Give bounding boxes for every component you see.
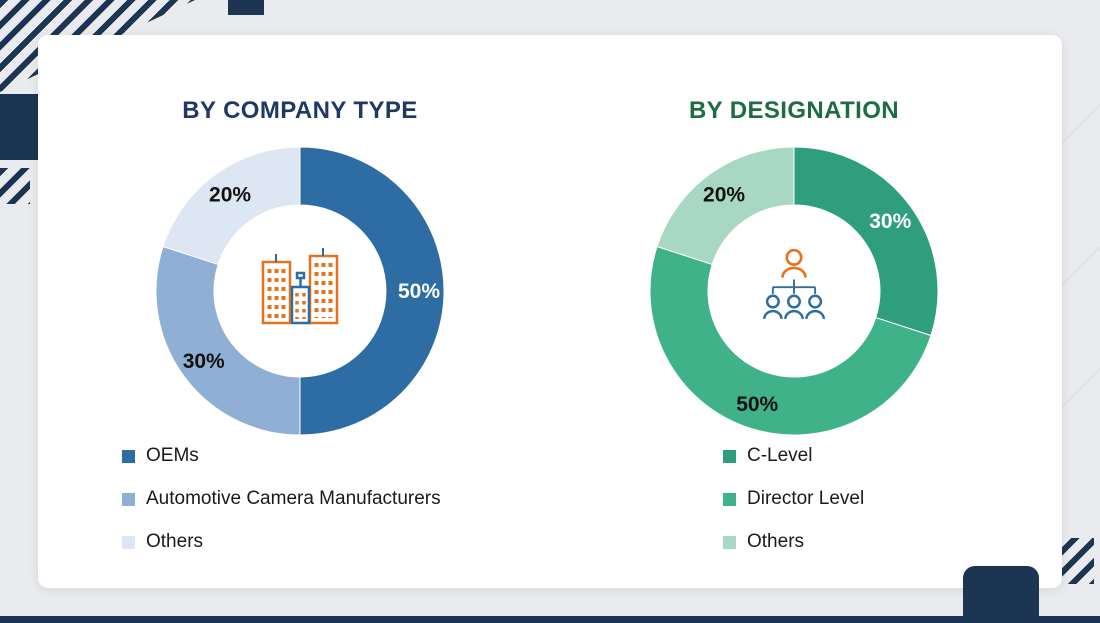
- donut-segment: [793, 146, 939, 337]
- legend-item: Director Level: [723, 487, 864, 511]
- buildings-icon: [261, 248, 339, 325]
- legend-swatch: [122, 535, 135, 549]
- org-chart-icon: [762, 248, 826, 320]
- company-type-panel: BY COMPANY TYPE 50% 30% 20%: [38, 35, 562, 588]
- company-type-donut-chart: 50% 30% 20%: [155, 146, 445, 436]
- legend-label: Director Level: [747, 488, 865, 509]
- segment-value-label: 50%: [398, 280, 440, 303]
- donut-segment: [299, 146, 445, 436]
- donut-segment: [649, 245, 932, 436]
- bottom-accent-bar: [0, 616, 1100, 623]
- legend-item: OEMs: [122, 444, 441, 468]
- donut-segment: [656, 146, 795, 266]
- top-edge-navy-square: [228, 0, 264, 15]
- legend-item: Others: [723, 530, 864, 554]
- top-left-navy-square: [0, 94, 38, 160]
- company-type-legend: OEMs Automotive Camera Manufacturers Oth…: [122, 444, 441, 573]
- legend-label: C-Level: [747, 445, 813, 466]
- legend-swatch: [122, 449, 135, 463]
- legend-label: Others: [146, 531, 204, 552]
- segment-value-label: 30%: [869, 210, 911, 233]
- designation-donut: 30% 50% 20%: [644, 141, 944, 441]
- legend-item: Automotive Camera Manufacturers: [122, 487, 441, 511]
- legend-item: Others: [122, 530, 441, 554]
- segment-value-label: 20%: [209, 184, 251, 207]
- bottom-right-navy-square: [963, 566, 1039, 623]
- content-card: BY COMPANY TYPE 50% 30% 20%: [38, 35, 1062, 588]
- legend-swatch: [723, 449, 736, 463]
- segment-value-label: 20%: [703, 184, 745, 207]
- company-type-title: BY COMPANY TYPE: [182, 97, 418, 124]
- segment-value-label: 50%: [736, 393, 778, 416]
- designation-panel: BY DESIGNATION 30% 50% 20%: [538, 35, 1050, 588]
- segment-value-label: 30%: [183, 350, 225, 373]
- legend-label: Others: [747, 531, 805, 552]
- legend-label: Automotive Camera Manufacturers: [146, 488, 441, 509]
- company-type-donut: 50% 30% 20%: [150, 141, 450, 441]
- legend-swatch: [723, 492, 736, 506]
- designation-title: BY DESIGNATION: [688, 97, 900, 124]
- legend-item: C-Level: [723, 444, 864, 468]
- designation-donut-chart: 30% 50% 20%: [649, 146, 939, 436]
- legend-label: OEMs: [146, 445, 199, 466]
- top-left-hatch-square: [0, 168, 30, 204]
- donut-segment: [155, 245, 301, 436]
- legend-swatch: [122, 492, 135, 506]
- donut-segment: [162, 146, 301, 266]
- designation-legend: C-Level Director Level Others: [723, 444, 864, 573]
- legend-swatch: [723, 535, 736, 549]
